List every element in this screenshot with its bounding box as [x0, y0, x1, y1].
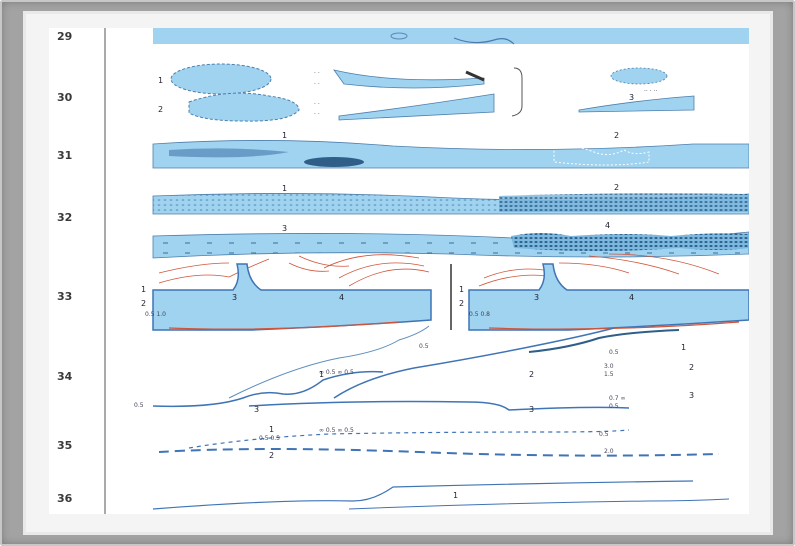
- svg-text:0.5: 0.5: [134, 402, 144, 409]
- svg-text:· ·: · ·: [314, 70, 320, 77]
- svg-text:0.5 0.5: 0.5 0.5: [259, 435, 280, 442]
- svg-text:· ·: · ·: [314, 111, 320, 118]
- svg-text:∞ 0.5 ∞ 0.5: ∞ 0.5 ∞ 0.5: [319, 427, 354, 434]
- item-number: 2: [141, 299, 146, 308]
- row-36-lines: 1: [152, 480, 730, 510]
- row-32-water-bands: 1 2 3 4: [152, 183, 749, 259]
- item-number: 1: [269, 425, 274, 434]
- svg-text:· ·: · ·: [314, 81, 320, 88]
- svg-text:·· · ··: ·· · ··: [644, 88, 657, 95]
- item-number: 2: [459, 299, 464, 308]
- item-number: 2: [614, 131, 619, 140]
- item-number: 1: [158, 76, 163, 85]
- svg-text:0.5 1.0: 0.5 1.0: [145, 311, 166, 318]
- item-number: 1: [319, 370, 324, 379]
- legend-diagram: 29 30 31 32 33 34 35 36 1 2 · ·: [57, 28, 749, 514]
- row-number: 31: [57, 149, 72, 162]
- row-numbers: 29 30 31 32 33 34 35 36: [57, 30, 73, 505]
- row-34-river-lines: 0.5 ∞ 0.5 ∞ 0.5 0.5 0.5 3.0 1.5 0.7 ∞ 0.…: [134, 325, 694, 414]
- row-number: 30: [57, 91, 73, 104]
- item-number: 2: [269, 451, 274, 460]
- item-number: 1: [459, 285, 464, 294]
- item-number: 3: [529, 405, 534, 414]
- item-number: 3: [689, 391, 694, 400]
- item-number: 1: [141, 285, 146, 294]
- item-number: 1: [282, 131, 287, 140]
- row-number: 29: [57, 30, 72, 43]
- item-number: 1: [282, 184, 287, 193]
- item-number: 2: [614, 183, 619, 192]
- item-number: 4: [629, 293, 634, 302]
- svg-text:· ·: · ·: [314, 101, 320, 108]
- svg-text:1.5: 1.5: [604, 371, 614, 378]
- row-30-lakes: 1 2 · · · · · · · · 3 ·· · ··: [158, 63, 695, 122]
- row-number: 34: [57, 370, 73, 383]
- svg-text:0.7 ∞: 0.7 ∞: [609, 395, 625, 402]
- svg-text:∞ 0.5 ∞ 0.5: ∞ 0.5 ∞ 0.5: [319, 369, 354, 376]
- row-number: 36: [57, 492, 73, 505]
- row-number: 35: [57, 439, 72, 452]
- item-number: 3: [534, 293, 539, 302]
- row-number: 32: [57, 211, 72, 224]
- item-number: 3: [232, 293, 237, 302]
- svg-text:2.0: 2.0: [604, 448, 614, 455]
- svg-text:0.5: 0.5: [599, 431, 609, 438]
- item-number: 3: [254, 405, 259, 414]
- row-29-water-strip: [153, 28, 749, 45]
- svg-text:0.5 0.8: 0.5 0.8: [469, 311, 490, 318]
- row-35-dashed-lines: ∞ 0.5 ∞ 0.5 0.5 0.5 0.5 2.0 1 2: [158, 425, 720, 460]
- item-number: 1: [453, 491, 458, 500]
- item-number: 1: [681, 343, 686, 352]
- map-legend-sheet: 29 30 31 32 33 34 35 36 1 2 · ·: [49, 28, 749, 514]
- svg-text:0.5: 0.5: [419, 343, 429, 350]
- item-number: 2: [529, 370, 534, 379]
- svg-text:0.5: 0.5: [609, 403, 619, 410]
- row-33-river-panels: 1 2 3 4 0.5 1.0 1 2 3 4 0.5 0.8: [141, 253, 749, 331]
- item-number: 4: [605, 221, 610, 230]
- row-31-water-bands: 1 2: [152, 131, 749, 169]
- item-number: 2: [689, 363, 694, 372]
- svg-text:0.5: 0.5: [609, 349, 619, 356]
- row-number: 33: [57, 290, 72, 303]
- item-number: 3: [629, 93, 634, 102]
- item-number: 3: [282, 224, 287, 233]
- svg-text:3.0: 3.0: [604, 363, 614, 370]
- item-number: 2: [158, 105, 163, 114]
- item-number: 4: [339, 293, 344, 302]
